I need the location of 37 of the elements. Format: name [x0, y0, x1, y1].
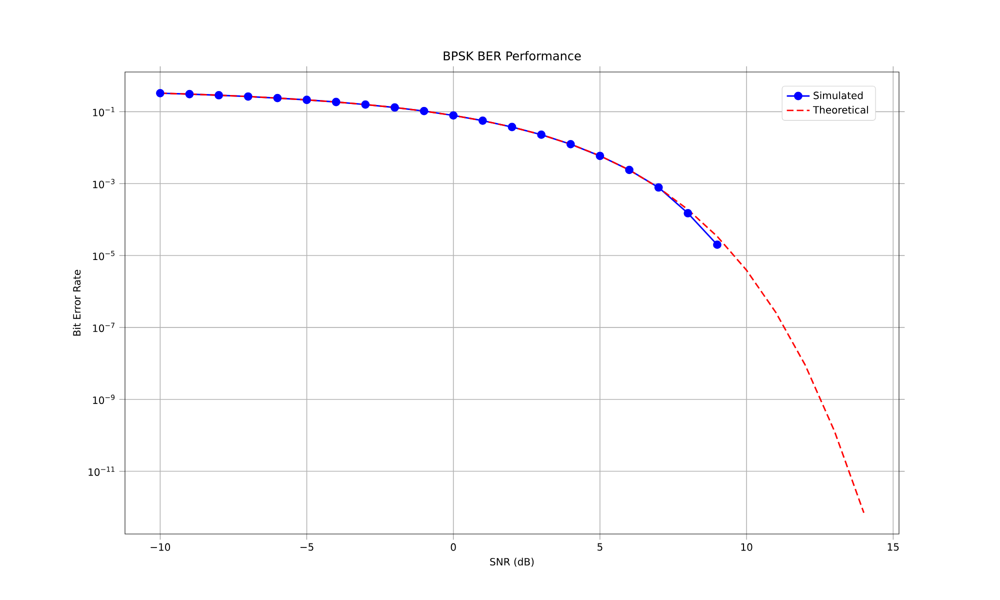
- point: [390, 103, 399, 112]
- x-tick-label: −10: [150, 543, 170, 551]
- legend-label: Simulated: [814, 91, 863, 100]
- point: [684, 209, 692, 218]
- x-tick-label: 0: [450, 543, 456, 551]
- y-tick-label: 10$^{−11}$: [88, 466, 114, 476]
- point: [420, 106, 428, 116]
- point: [596, 152, 604, 160]
- chart-title: BPSK BER Performance: [444, 51, 581, 60]
- point: [537, 130, 546, 139]
- point: [244, 92, 252, 101]
- point: [156, 88, 164, 98]
- y-tick-label: 10$^{−1}$: [93, 107, 114, 116]
- x-tick-label: 15: [888, 543, 899, 551]
- y-tick-label: 10$^{−5}$: [93, 250, 114, 260]
- x-axis-title: SNR (dB): [490, 558, 534, 567]
- x-tick-label: 5: [598, 543, 602, 551]
- point: [332, 98, 340, 106]
- point: [625, 166, 634, 174]
- point: [273, 94, 282, 102]
- point: [654, 183, 663, 192]
- y-tick-label: 10$^{−7}$: [93, 322, 114, 332]
- point: [361, 100, 370, 109]
- y-axis-title: Bit Error Rate: [72, 270, 81, 336]
- point: [713, 240, 722, 249]
- point: [214, 91, 224, 100]
- point: [302, 96, 311, 104]
- x-tick-label: −5: [300, 543, 314, 551]
- legend-label: Theoretical: [812, 106, 868, 114]
- point: [449, 111, 458, 120]
- y-tick-label: 10$^{−9}$: [93, 394, 115, 404]
- point: [478, 116, 487, 125]
- x-tick-label: 10: [741, 543, 752, 551]
- point: [566, 140, 575, 148]
- point: [185, 90, 194, 98]
- point: [508, 122, 516, 132]
- y-tick-label: 10$^{−3}$: [93, 178, 114, 188]
